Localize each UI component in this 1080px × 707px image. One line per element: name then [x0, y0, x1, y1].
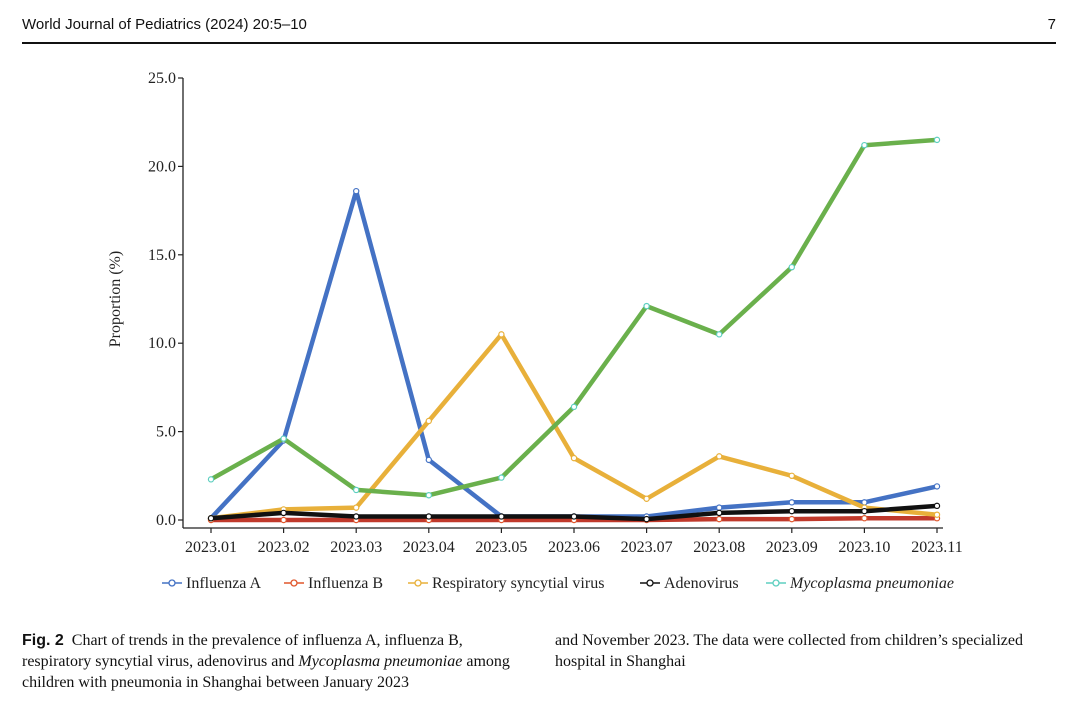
data-point: [280, 516, 287, 524]
data-point: [425, 456, 432, 464]
chart-legend: Influenza A Influenza B Respiratory syncyt…: [162, 575, 954, 592]
data-point: [280, 509, 287, 517]
data-point: [933, 136, 941, 144]
legend-label: Adenovirus: [664, 575, 739, 592]
series-line: [208, 188, 940, 521]
chart-axes: 0.0 5.0 10.0 15.0 20.0 25.0 2023.01 2023.02 2023…: [107, 70, 963, 556]
legend-label: Influenza A: [186, 575, 262, 592]
figure-caption-continued: and November 2023. The data were collect…: [555, 632, 1023, 670]
data-point: [498, 513, 505, 520]
y-tick-label: 0.0: [156, 512, 176, 529]
data-point: [716, 331, 723, 338]
data-point: [570, 403, 578, 411]
data-point: [933, 511, 941, 518]
data-point: [498, 474, 505, 481]
data-point: [570, 513, 578, 520]
legend-swatch-marker: [772, 579, 780, 587]
legend-swatch-marker: [414, 579, 422, 587]
y-tick-label: 20.0: [148, 158, 176, 175]
x-tick-label: 2023.02: [258, 539, 310, 556]
data-point: [933, 502, 941, 510]
data-point: [788, 472, 796, 479]
page-number: 7: [1047, 16, 1056, 33]
data-point: [788, 499, 796, 506]
data-point: [353, 187, 360, 195]
legend-swatch-marker: [168, 579, 176, 587]
data-point: [788, 507, 796, 515]
x-tick-label: 2023.07: [621, 539, 673, 556]
data-point: [498, 331, 505, 338]
x-tick-label: 2023.08: [693, 539, 745, 556]
data-point: [716, 504, 723, 511]
x-tick-label: 2023.03: [330, 539, 382, 556]
data-point: [643, 495, 650, 502]
data-point: [788, 263, 796, 271]
data-point: [861, 141, 868, 149]
data-point: [425, 417, 432, 425]
x-tick-label: 2023.01: [185, 539, 237, 556]
caption-text-2: among children with pneumonia in Shangha…: [22, 653, 510, 691]
journal-citation: World Journal of Pediatrics (2024) 20:5–…: [22, 16, 307, 33]
legend-label: Influenza B: [308, 575, 383, 592]
y-tick-label: 10.0: [148, 335, 176, 352]
chart-series: [207, 136, 941, 524]
y-tick-label: 25.0: [148, 70, 176, 87]
caption-italic-term: Mycoplasma pneumoniae: [298, 653, 463, 670]
data-point: [207, 515, 215, 522]
data-point: [716, 453, 723, 460]
x-tick-label: 2023.04: [403, 539, 455, 556]
series-line: [208, 332, 940, 521]
header-rule: [22, 42, 1056, 44]
data-point: [643, 515, 650, 523]
data-point: [643, 302, 650, 310]
data-point: [353, 513, 360, 520]
data-point: [788, 515, 796, 523]
x-tick-label: 2023.10: [838, 539, 890, 556]
running-head: World Journal of Pediatrics (2024) 20:5–…: [22, 12, 1056, 42]
figure-label: Fig. 2: [22, 632, 64, 649]
data-point: [861, 515, 868, 522]
x-tick-label: 2023.09: [766, 539, 818, 556]
figure-caption: Fig. 2 Chart of trends in the prevalence…: [22, 630, 527, 693]
data-point: [861, 499, 868, 506]
data-point: [353, 486, 360, 494]
x-tick-label: 2023.06: [548, 539, 600, 556]
data-point: [207, 476, 215, 483]
data-point: [425, 492, 432, 499]
data-point: [933, 483, 941, 490]
data-point: [716, 509, 723, 517]
legend-label: Mycoplasma pneumoniae: [789, 575, 954, 592]
x-tick-label: 2023.05: [475, 539, 527, 556]
data-point: [570, 454, 578, 462]
y-tick-label: 15.0: [148, 247, 176, 264]
y-axis-title: Proportion (%): [107, 251, 124, 347]
y-tick-label: 5.0: [156, 424, 176, 441]
data-point: [353, 504, 360, 511]
data-point: [861, 507, 868, 515]
data-point: [280, 435, 287, 442]
trend-line-chart: 0.0 5.0 10.0 15.0 20.0 25.0 2023.01 2023.02 2023…: [107, 70, 963, 592]
caption-text-1: Chart of trends in the prevalence of inf…: [22, 632, 463, 670]
legend-swatch-marker: [290, 579, 298, 587]
legend-swatch-marker: [646, 579, 654, 587]
data-point: [425, 513, 432, 520]
legend-label: Respiratory syncytial virus: [432, 575, 604, 592]
data-point: [716, 515, 723, 523]
x-tick-label: 2023.11: [911, 539, 962, 556]
